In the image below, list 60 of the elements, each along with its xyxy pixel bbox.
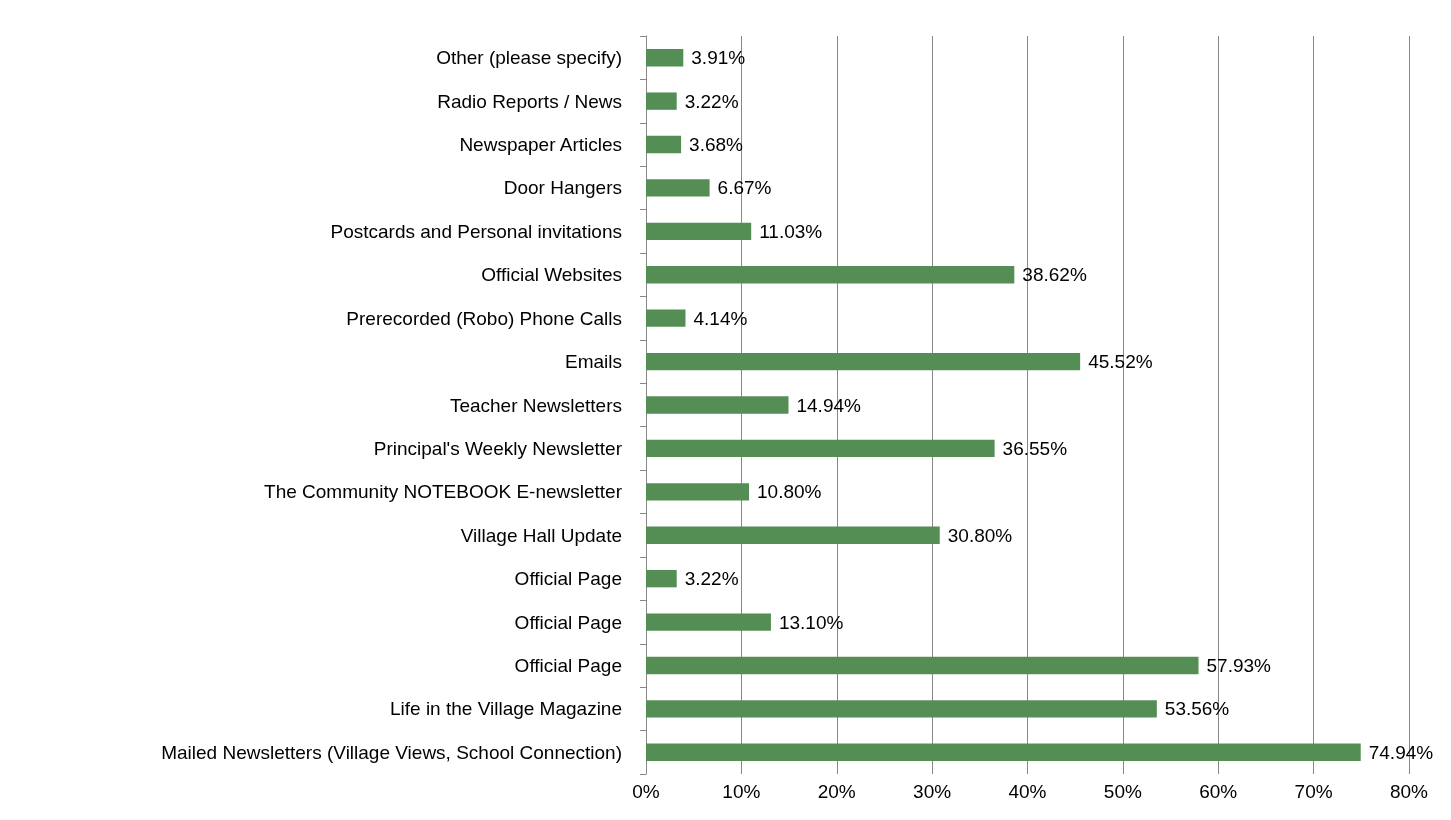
y-tick-label: Mailed Newsletters (Village Views, School Connection)	[161, 741, 622, 763]
data-label: 30.80%	[947, 524, 1013, 546]
data-label: 6.67%	[717, 177, 772, 199]
x-tick-label: 30%	[913, 781, 952, 802]
bar	[646, 743, 1361, 761]
data-label: 45.52%	[1088, 351, 1153, 373]
data-label: 10.80%	[757, 481, 822, 503]
data-label: 14.94%	[796, 394, 862, 416]
data-label: 3.22%	[684, 90, 739, 112]
data-label: 3.91%	[691, 47, 746, 69]
bar	[646, 700, 1157, 718]
y-tick-label: Newspaper Articles	[459, 134, 622, 156]
x-tick-label: 40%	[1008, 781, 1047, 802]
y-tick-label: Life in the Village Magazine	[389, 698, 622, 720]
bar	[646, 396, 789, 414]
bar	[646, 352, 1081, 371]
bar	[646, 222, 752, 241]
data-label: 4.14%	[693, 307, 748, 329]
x-tick-label: 10%	[722, 781, 761, 802]
y-tick-label: Official Page	[514, 568, 622, 590]
bar	[646, 49, 684, 67]
bar	[646, 179, 710, 197]
bar	[646, 309, 686, 327]
y-tick-label: Official Page	[514, 654, 622, 676]
y-tick-label: Official Page	[514, 611, 622, 633]
x-tick-label: 0%	[632, 781, 660, 802]
data-label: 3.22%	[684, 568, 739, 590]
y-tick-label: Radio Reports / News	[437, 90, 622, 112]
data-label: 13.10%	[778, 611, 844, 633]
bar	[646, 439, 995, 458]
y-tick-label: Teacher Newsletters	[449, 394, 622, 416]
bar	[646, 135, 682, 154]
y-tick-label: Emails	[564, 351, 622, 373]
data-label: 53.56%	[1164, 698, 1230, 720]
bar	[646, 613, 771, 631]
bar	[646, 266, 1015, 284]
y-tick-label: Village Hall Update	[460, 524, 622, 546]
bar	[646, 92, 677, 110]
data-label: 36.55%	[1002, 437, 1068, 459]
x-tick-label: 50%	[1103, 781, 1142, 802]
y-tick-label: Other (please specify)	[436, 47, 622, 69]
y-tick-label: Official Websites	[481, 264, 622, 286]
x-tick-label: 80%	[1389, 781, 1429, 802]
data-label: 38.62%	[1022, 264, 1087, 286]
y-tick-label: Principal's Weekly Newsletter	[373, 437, 623, 459]
y-tick-label: The Community NOTEBOOK E-newsletter	[264, 481, 623, 503]
data-label: 74.94%	[1368, 741, 1434, 763]
y-tick-label: Prerecorded (Robo) Phone Calls	[346, 307, 622, 329]
x-tick-label: 20%	[817, 781, 856, 802]
bar	[646, 569, 677, 588]
y-tick-label: Postcards and Personal invitations	[330, 220, 622, 242]
bar	[646, 526, 940, 544]
bar	[646, 656, 1199, 675]
x-tick-label: 60%	[1199, 781, 1238, 802]
data-label: 3.68%	[689, 134, 744, 156]
y-tick-label: Door Hangers	[503, 177, 622, 199]
data-label: 11.03%	[759, 220, 823, 242]
bar	[646, 483, 750, 501]
data-label: 57.93%	[1206, 654, 1272, 676]
x-tick-label: 70%	[1294, 781, 1333, 802]
